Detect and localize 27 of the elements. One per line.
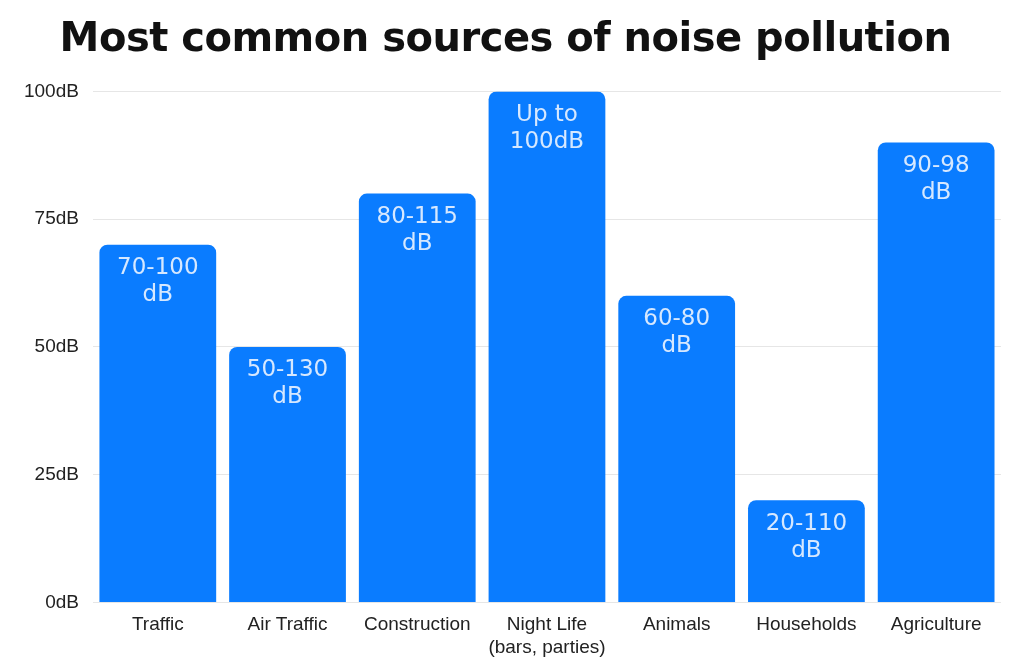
x-tick-label: Air Traffic (247, 613, 328, 635)
x-tick-label: Construction (363, 613, 471, 635)
x-tick-label: Night Life (bars, parties) (488, 613, 606, 657)
x-tick-label: Agriculture (890, 613, 982, 635)
y-tick-label: 0dB (45, 590, 79, 612)
data-label: Up to 100dB (509, 99, 585, 153)
y-tick-label: 25dB (34, 462, 79, 484)
bar (877, 142, 995, 602)
bar (229, 346, 346, 602)
y-tick-label: 100dB (23, 79, 79, 101)
data-label: 80-115 dB (376, 202, 458, 256)
x-tick-label: Animals (642, 613, 711, 635)
x-tick-label: Households (756, 613, 857, 635)
data-label: 50-130 dB (246, 355, 329, 409)
bar (748, 500, 865, 602)
x-tick-label: Traffic (131, 613, 184, 635)
data-label: 60-80 dB (643, 304, 711, 358)
y-tick-label: 50dB (34, 335, 79, 357)
bar (488, 91, 606, 602)
bar (99, 244, 217, 602)
bar (358, 193, 476, 602)
chart-title: Most common sources of noise pollution (58, 14, 953, 62)
y-tick-label: 75dB (34, 207, 79, 229)
bar (618, 295, 736, 602)
data-label: 20-110 dB (765, 508, 848, 562)
data-label: 90-98 dB (902, 150, 970, 204)
data-label: 70-100 dB (117, 253, 199, 307)
